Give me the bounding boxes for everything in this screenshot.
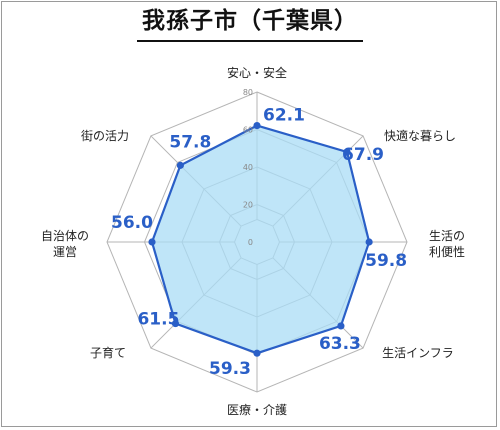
axis-label-5-0: 子育て xyxy=(90,345,126,360)
value-label-0: 62.1 xyxy=(263,106,305,126)
data-point-7 xyxy=(176,161,184,169)
tick-label-80: 80 xyxy=(243,88,253,97)
value-label-4: 59.3 xyxy=(209,359,251,379)
tick-label-40: 40 xyxy=(243,163,253,172)
axis-label-0-0: 安心・安全 xyxy=(227,65,287,80)
value-label-7: 57.8 xyxy=(169,132,211,152)
axis-label-7-0: 街の活力 xyxy=(81,129,129,143)
data-point-0 xyxy=(253,121,261,130)
data-point-6 xyxy=(148,238,156,246)
value-label-1: 67.9 xyxy=(342,145,384,165)
axis-label-4-0: 医療・介護 xyxy=(227,402,287,417)
value-label-5: 61.5 xyxy=(137,310,179,330)
tick-label-20: 20 xyxy=(243,201,253,210)
data-point-3 xyxy=(337,322,345,330)
axis-label-6-0: 自治体の xyxy=(41,229,89,243)
data-point-1 xyxy=(343,148,351,156)
axis-label-2-1: 利便性 xyxy=(429,245,465,259)
value-label-3: 63.3 xyxy=(319,334,361,354)
title-underline xyxy=(137,40,363,42)
value-label-2: 59.8 xyxy=(365,251,407,271)
axis-label-1-0: 快適な暮らし xyxy=(384,128,456,143)
data-point-4 xyxy=(253,349,261,357)
data-point-5 xyxy=(171,319,180,328)
data-point-2 xyxy=(365,238,373,246)
value-label-6: 56.0 xyxy=(111,213,153,233)
axis-label-2-0: 生活の xyxy=(429,229,465,243)
axis-label-3-0: 生活インフラ xyxy=(382,346,454,360)
tick-label-0: 0 xyxy=(248,238,253,247)
axis-label-6-1: 運営 xyxy=(53,245,77,259)
chart-title: 我孫子市（千葉県） xyxy=(142,8,358,34)
tick-label-60: 60 xyxy=(243,126,253,135)
